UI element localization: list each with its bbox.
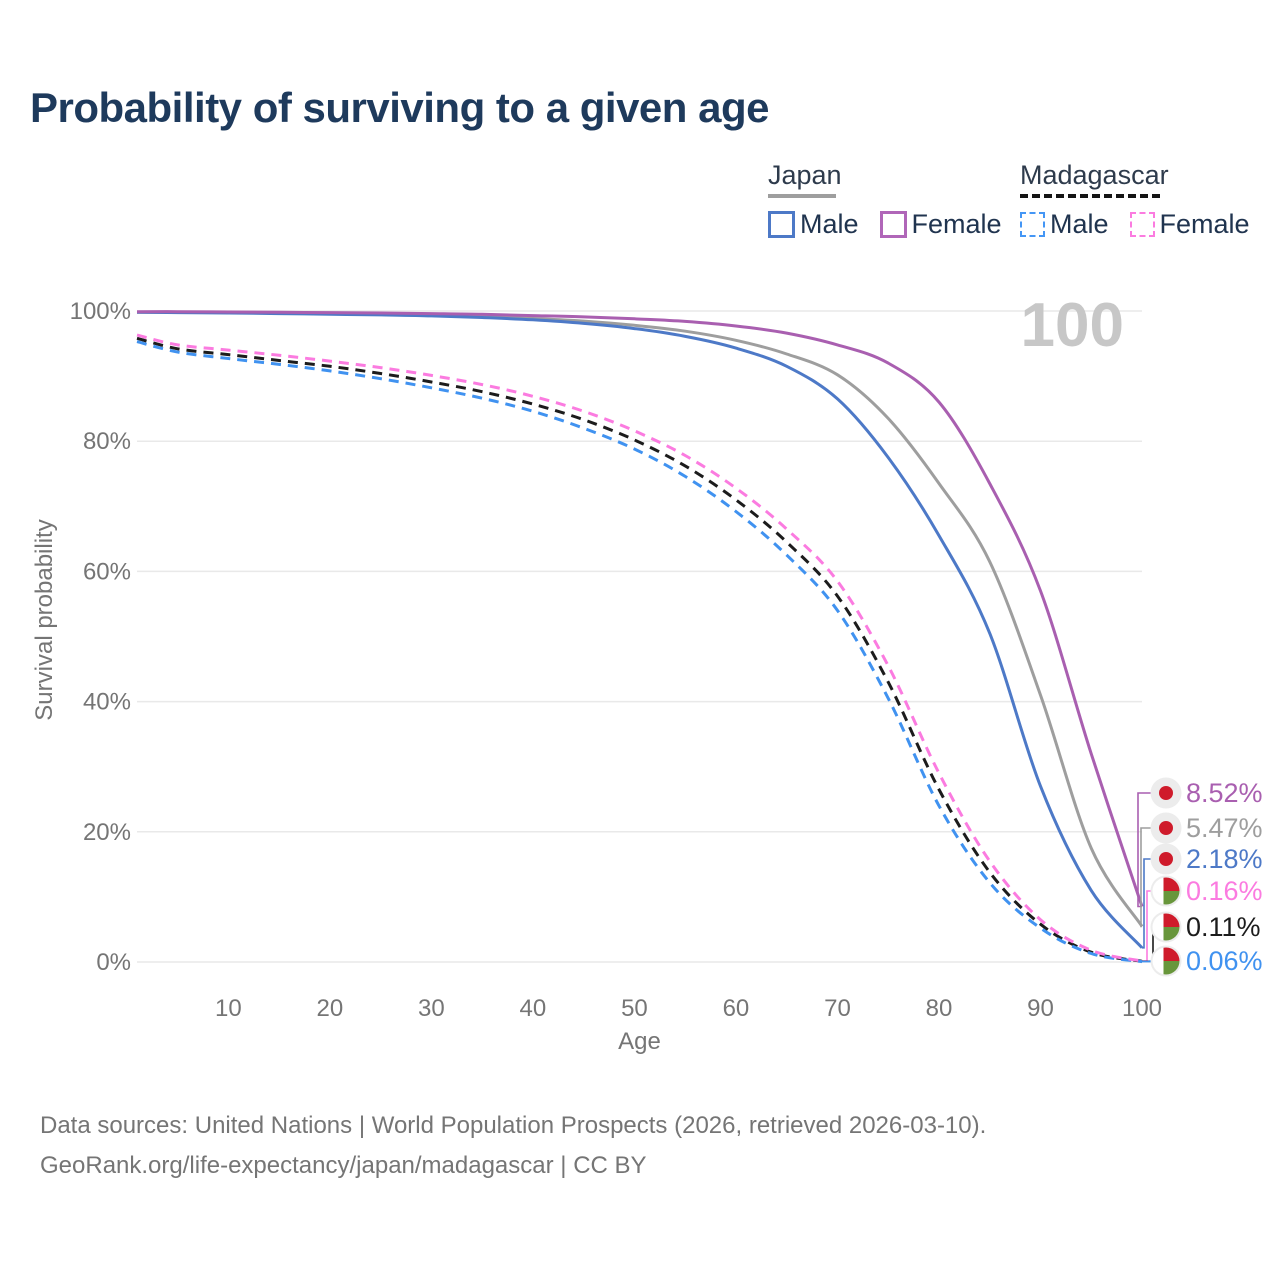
series-japan-female-line[interactable] xyxy=(136,310,1144,907)
series-madagascar-both-line[interactable] xyxy=(136,336,1143,963)
japan-female-swatch-icon xyxy=(879,211,907,238)
footer-sources: Data sources: United Nations | World Pop… xyxy=(40,1106,986,1186)
x-tick-label-40: 40 xyxy=(520,995,547,1022)
legend-item-label: Female xyxy=(911,209,1002,239)
legend-item-madagascar-male[interactable]: Male xyxy=(1020,209,1109,240)
legend-underline-japan-solid xyxy=(768,194,836,198)
japan-flag-icon xyxy=(1159,821,1173,835)
end-label-japan-female: 8.52% xyxy=(1186,778,1263,808)
madagascar-flag-icon xyxy=(1152,913,1180,941)
footer-line-2: GeoRank.org/life-expectancy/japan/madaga… xyxy=(40,1152,647,1179)
legend-item-japan-male[interactable]: Male xyxy=(768,209,859,240)
japan-flag-icon xyxy=(1159,786,1173,800)
japan-male-swatch-icon xyxy=(768,211,795,238)
madagascar-female-swatch-icon xyxy=(1129,212,1155,237)
x-tick-label-90: 90 xyxy=(1027,995,1054,1022)
legend-items-japan: Male Female xyxy=(768,209,1023,240)
end-label-madagascar-male: 0.06% xyxy=(1186,946,1263,976)
x-tick-label-10: 10 xyxy=(215,995,242,1022)
legend-item-label: Female xyxy=(1159,209,1250,239)
legend-item-label: Male xyxy=(800,209,859,239)
page-title: Probability of surviving to a given age xyxy=(30,84,769,131)
leader-line-madagascar-male xyxy=(1142,960,1151,963)
madagascar-flag-icon xyxy=(1152,947,1180,975)
x-tick-label-50: 50 xyxy=(621,995,648,1022)
end-label-japan-both: 5.47% xyxy=(1186,813,1263,843)
legend-items-madagascar: Male Female xyxy=(1020,209,1271,240)
y-tick-label-20: 20% xyxy=(83,819,131,846)
madagascar-male-swatch-icon xyxy=(1020,212,1045,237)
x-tick-label-100: 100 xyxy=(1122,995,1162,1022)
legend-group-madagascar: Madagascar Male Female xyxy=(1020,160,1271,240)
leader-line-japan-female xyxy=(1137,792,1151,908)
leader-line-japan-both xyxy=(1140,827,1151,928)
legend-item-japan-female[interactable]: Female xyxy=(879,209,1002,240)
hover-age-label: 100 xyxy=(1021,291,1124,360)
leader-line-japan-male xyxy=(1142,858,1151,949)
y-tick-label-100: 100% xyxy=(70,298,131,325)
legend-item-label: Male xyxy=(1050,209,1109,239)
madagascar-flag-icon xyxy=(1152,877,1180,905)
y-axis-title: Survival probability xyxy=(31,519,58,720)
end-label-madagascar-both: 0.11% xyxy=(1186,912,1261,942)
legend-header-japan[interactable]: Japan xyxy=(768,160,842,190)
series-japan-male-line[interactable] xyxy=(136,310,1144,949)
x-tick-label-80: 80 xyxy=(926,995,953,1022)
x-tick-label-60: 60 xyxy=(723,995,750,1022)
footer-line-1: Data sources: United Nations | World Pop… xyxy=(40,1112,987,1139)
end-label-madagascar-female: 0.16% xyxy=(1186,876,1263,906)
x-tick-label-70: 70 xyxy=(824,995,851,1022)
legend-group-japan: Japan Male Female xyxy=(768,160,1023,240)
japan-flag-icon xyxy=(1159,852,1173,866)
series-japan-both-line[interactable] xyxy=(136,310,1144,928)
y-tick-label-0: 0% xyxy=(96,949,131,976)
end-label-japan-male: 2.18% xyxy=(1186,844,1263,874)
legend-item-madagascar-female[interactable]: Female xyxy=(1129,209,1250,240)
legend-header-madagascar[interactable]: Madagascar xyxy=(1020,160,1169,190)
y-tick-label-80: 80% xyxy=(83,428,131,455)
series-madagascar-male-line[interactable] xyxy=(136,340,1143,964)
x-axis-title: Age xyxy=(618,1028,661,1055)
series-madagascar-female-line[interactable] xyxy=(136,333,1143,963)
y-tick-label-60: 60% xyxy=(83,558,131,585)
x-tick-label-30: 30 xyxy=(418,995,445,1022)
legend-underline-madagascar-dashed xyxy=(1020,194,1160,198)
x-tick-label-20: 20 xyxy=(317,995,344,1022)
y-tick-label-40: 40% xyxy=(83,689,131,716)
